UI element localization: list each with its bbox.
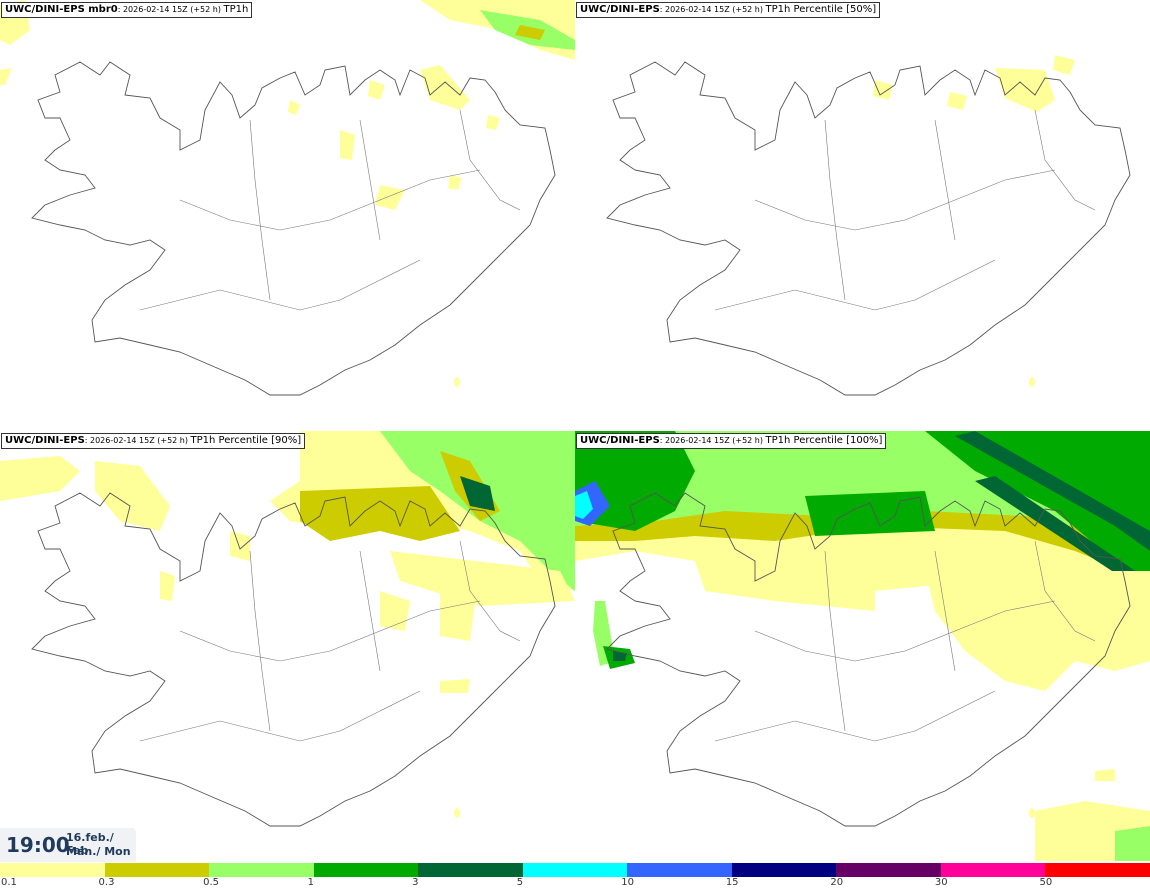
colorbar-tick-label: 1 xyxy=(307,877,314,888)
precip-map-p50 xyxy=(606,55,1131,396)
precip-map-p90 xyxy=(0,431,575,827)
map-panel-p50: UWC/DINI-EPS: 2026-02-14 15Z (+52 h) TP1… xyxy=(575,0,1150,430)
colorbar-tick-label: 3 xyxy=(412,877,419,888)
valid-date-line2: Mán./ Mon xyxy=(66,845,131,858)
colorbar-segment xyxy=(418,863,523,877)
panel-title-member0: UWC/DINI-EPS mbr0: 2026-02-14 15Z (+52 h… xyxy=(1,2,253,18)
colorbar-segment xyxy=(836,863,941,877)
colorbar-tick-label: 0.5 xyxy=(203,877,219,888)
panel-title-p100: UWC/DINI-EPS: 2026-02-14 15Z (+52 h) TP1… xyxy=(576,433,887,449)
colorbar-tick-label: 0.3 xyxy=(98,877,115,888)
colorbar-tick-label: 10 xyxy=(621,877,634,888)
colorbar-tick-label: 5 xyxy=(516,877,524,888)
colorbar-segment xyxy=(209,863,314,877)
precip-colorbar xyxy=(0,863,1150,877)
precip-map-p100 xyxy=(575,431,1150,861)
colorbar-tick-label: 15 xyxy=(725,877,739,888)
panel-title-p90: UWC/DINI-EPS: 2026-02-14 15Z (+52 h) TP1… xyxy=(1,433,306,449)
map-panel-member0: UWC/DINI-EPS mbr0: 2026-02-14 15Z (+52 h… xyxy=(0,0,575,430)
map-panel-p100: UWC/DINI-EPS: 2026-02-14 15Z (+52 h) TP1… xyxy=(575,431,1150,861)
panel-title-p50: UWC/DINI-EPS: 2026-02-14 15Z (+52 h) TP1… xyxy=(576,2,881,18)
colorbar-tick-label: 20 xyxy=(830,877,844,888)
colorbar-segment xyxy=(0,863,105,877)
precip-map-member0 xyxy=(0,0,575,396)
colorbar-tick-label: 50 xyxy=(1039,877,1053,888)
colorbar-segment xyxy=(522,863,628,877)
colorbar-segment xyxy=(1045,863,1150,877)
colorbar-ticks: 0.1 0.3 0.5 1 3 5 10 15 20 30 50 xyxy=(0,877,1150,891)
colorbar-tick-label: 0.1 xyxy=(1,877,17,888)
valid-time-box: 19:00 16.feb./ Feb Mán./ Mon xyxy=(0,828,136,862)
colorbar-segment xyxy=(940,863,1046,877)
colorbar-segment xyxy=(104,863,210,877)
colorbar-tick-label: 30 xyxy=(934,877,948,888)
colorbar-segment xyxy=(627,863,732,877)
colorbar-segment xyxy=(313,863,419,877)
colorbar-segment xyxy=(731,863,837,877)
valid-date-line1: 16.feb./ Feb xyxy=(66,831,114,857)
map-panel-p90: UWC/DINI-EPS: 2026-02-14 15Z (+52 h) TP1… xyxy=(0,431,575,861)
valid-time-clock: 19:00 xyxy=(6,833,70,857)
